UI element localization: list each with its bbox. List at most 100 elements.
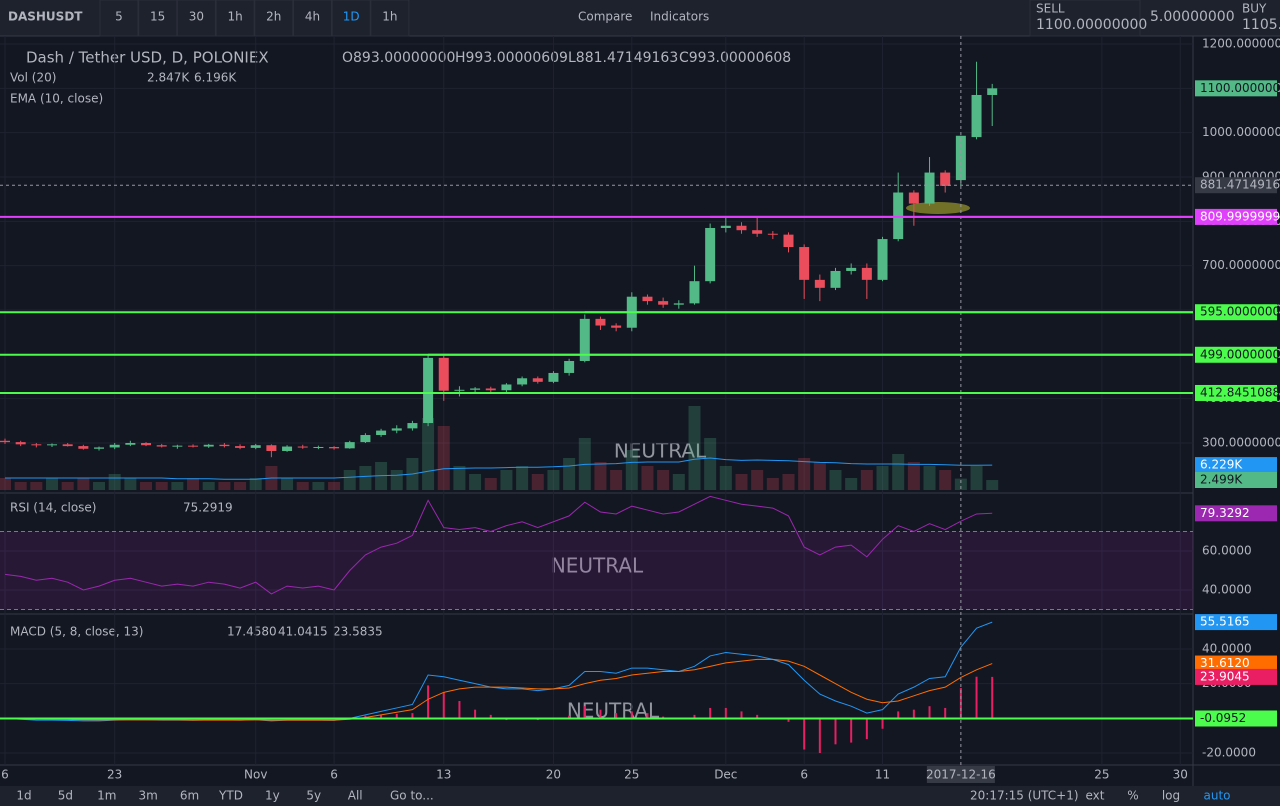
range-button[interactable]: 1d (16, 789, 31, 803)
price-tag-label: 55.5165 (1200, 615, 1250, 629)
option-button[interactable]: auto (1203, 789, 1230, 803)
volume-ma-value: 6.196K (194, 71, 237, 85)
price-tag-label: 31.6120 (1200, 656, 1250, 670)
volume-bar (14, 482, 27, 490)
volume-bar (939, 470, 952, 490)
x-tick-label: 20 (546, 768, 561, 782)
y-tick-label: 700.00000000 (1202, 258, 1280, 272)
range-button[interactable]: YTD (218, 789, 243, 803)
x-tick-label: Nov (244, 768, 267, 782)
sell-label[interactable]: SELL (1036, 2, 1065, 16)
interval-button[interactable] (215, 0, 255, 37)
sell-price[interactable]: 1100.00000000 (1036, 17, 1147, 33)
indicators-button[interactable]: Indicators (650, 10, 709, 24)
volume-bar (234, 482, 247, 490)
volume-bar (751, 470, 764, 490)
volume-bar (437, 426, 450, 490)
candle-body (109, 444, 120, 448)
interval-button[interactable] (293, 0, 332, 37)
interval-button[interactable] (331, 0, 371, 37)
volume-bar (77, 478, 90, 490)
quantity[interactable]: 5.00000000 (1150, 9, 1235, 25)
volume-bar (954, 478, 967, 490)
range-button[interactable]: 5y (306, 789, 321, 803)
interval-button[interactable]: 5 (115, 10, 123, 24)
candle-body (125, 443, 136, 445)
x-tick-label: Dec (714, 768, 737, 782)
interval-button[interactable] (99, 0, 139, 37)
volume-bar (312, 482, 325, 490)
interval-button[interactable] (176, 0, 216, 37)
price-tag-label: 79.3292 (1200, 506, 1250, 520)
candle-body (156, 445, 167, 447)
compare-button[interactable]: Compare (578, 10, 632, 24)
candle-body (31, 444, 42, 446)
volume-bar (296, 482, 309, 490)
x-tick-label: 30 (1173, 768, 1188, 782)
volume-bar (892, 454, 905, 490)
volume-bar (484, 478, 497, 490)
buy-label[interactable]: BUY (1242, 2, 1267, 16)
candle-body (94, 447, 105, 449)
price-tag-label: 1100.00000000 (1200, 81, 1280, 95)
volume-value: 2.847K (147, 71, 190, 85)
interval-button[interactable]: 15 (150, 10, 165, 24)
volume-bar (124, 478, 137, 490)
buy-price[interactable]: 1105.0 (1242, 17, 1280, 33)
option-button[interactable]: log (1162, 789, 1180, 803)
interval-button[interactable] (138, 0, 178, 37)
rsi-line (4, 495, 993, 595)
candle-body (423, 357, 434, 424)
option-button[interactable]: % (1127, 789, 1138, 803)
candle-body (313, 446, 324, 448)
interval-button[interactable] (254, 0, 294, 37)
candle-body (407, 423, 418, 429)
price-tag-label: 412.84510883 (1200, 385, 1280, 399)
candle-body (987, 88, 998, 95)
range-button[interactable]: 6m (180, 789, 199, 803)
price-tag-label: 499.00000000 (1200, 347, 1280, 361)
candle-body (266, 445, 277, 451)
x-tick-label: 6 (1, 768, 9, 782)
volume-bar (688, 406, 701, 490)
candle-body (344, 442, 355, 449)
ohlc-value: H993.00000609 (455, 50, 568, 66)
interval-button[interactable]: 1h (227, 10, 242, 24)
macd-legend: MACD (5, 8, close, 13) (10, 625, 143, 639)
highlight-ellipse (906, 202, 970, 214)
volume-bar (93, 482, 106, 490)
option-button[interactable]: ext (1086, 789, 1105, 803)
price-tag-label: 2.499K (1200, 473, 1243, 487)
candle-body (501, 384, 512, 391)
interval-button[interactable]: 4h (305, 10, 320, 24)
volume-bar (171, 482, 184, 490)
interval-button[interactable]: 30 (189, 10, 204, 24)
y-tick-label: 300.00000000 (1202, 436, 1280, 450)
range-button[interactable]: 5d (58, 789, 73, 803)
interval-button[interactable]: 2h (266, 10, 281, 24)
price-tag (1195, 80, 1277, 97)
x-tick-label: 6 (800, 768, 808, 782)
candle-body (752, 230, 763, 234)
volume-bar (798, 458, 811, 490)
range-button[interactable]: 1y (265, 789, 280, 803)
candle-body (971, 94, 982, 138)
candle-body (454, 389, 465, 391)
volume-bar (829, 470, 842, 490)
symbol[interactable]: DASHUSDT (8, 10, 83, 24)
interval-button[interactable]: 1h (382, 10, 397, 24)
range-button[interactable]: All (348, 789, 363, 803)
volume-bar (108, 474, 121, 490)
interval-button[interactable]: 1D (343, 10, 360, 24)
price-tag-label: 6.229K (1200, 458, 1243, 472)
ohlc-value: C993.00000608 (679, 50, 791, 66)
interval-button[interactable] (370, 0, 410, 37)
candle-body (830, 270, 841, 288)
volume-bar (719, 466, 732, 490)
macd-hist-value: 17.4580 (227, 625, 277, 639)
range-button[interactable]: 1m (97, 789, 116, 803)
volume-bar (641, 466, 654, 490)
goto-button[interactable]: Go to... (390, 789, 434, 803)
volume-bar (735, 474, 748, 490)
range-button[interactable]: 3m (139, 789, 158, 803)
